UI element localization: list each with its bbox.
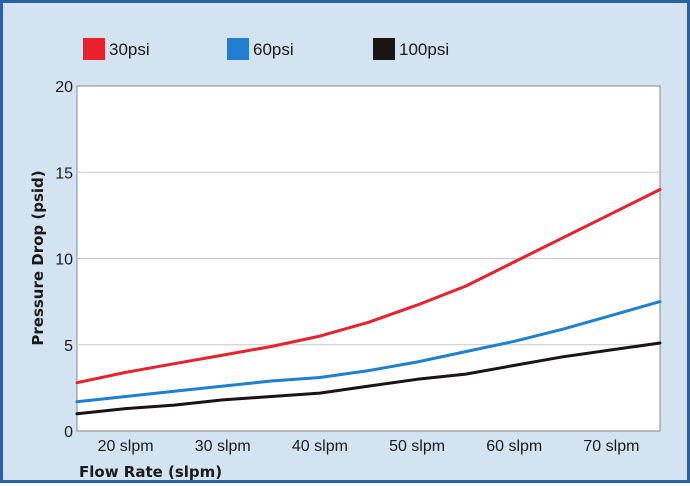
legend-swatch-60psi <box>227 38 249 60</box>
x-tick-label-20: 20 slpm <box>98 438 154 455</box>
x-tick-label-30: 30 slpm <box>195 438 251 455</box>
legend-label-60psi: 60psi <box>253 40 294 59</box>
y-axis-title: Pressure Drop (psid) <box>29 170 47 345</box>
series-line-60psi <box>75 300 662 404</box>
x-tick-label-50: 50 slpm <box>389 438 445 455</box>
y-tick-label-20: 20 <box>55 79 73 96</box>
series-line-30psi <box>75 188 662 385</box>
legend: 30psi 60psi 100psi <box>83 38 449 60</box>
x-tick-label-60: 60 slpm <box>486 438 542 455</box>
y-tick-label-10: 10 <box>55 252 73 269</box>
y-tick-label-0: 0 <box>64 424 73 441</box>
x-axis-title: Flow Rate (slpm) <box>79 463 222 481</box>
y-axis-ticks: 0 5 10 15 20 <box>55 79 73 441</box>
y-tick-label-15: 15 <box>55 165 73 182</box>
legend-swatch-30psi <box>83 38 105 60</box>
x-tick-label-40: 40 slpm <box>292 438 348 455</box>
series-group <box>75 188 662 416</box>
series-line-100psi <box>75 341 662 416</box>
grid-lines <box>77 171 660 346</box>
y-tick-label-5: 5 <box>64 338 73 355</box>
legend-label-30psi: 30psi <box>109 40 150 59</box>
legend-label-100psi: 100psi <box>399 40 449 59</box>
x-tick-label-70: 70 slpm <box>583 438 639 455</box>
legend-swatch-100psi <box>373 38 395 60</box>
x-axis-ticks: 20 slpm 30 slpm 40 slpm 50 slpm 60 slpm 70 sl… <box>98 438 640 455</box>
pressure-drop-chart: 30psi 60psi 100psi 0 5 10 15 20 20 slpm 30 slpm… <box>29 38 662 481</box>
